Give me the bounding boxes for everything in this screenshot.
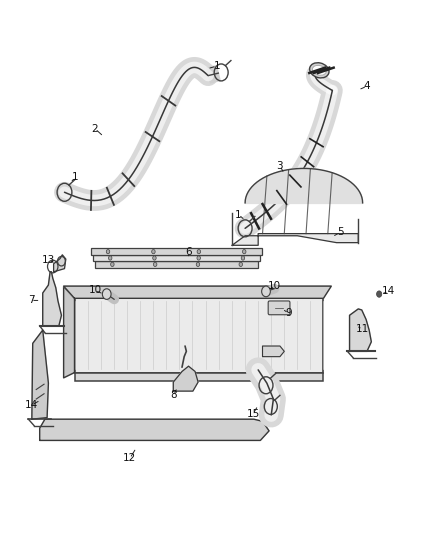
Polygon shape <box>245 168 363 204</box>
Polygon shape <box>64 287 74 378</box>
Text: 1: 1 <box>213 61 220 71</box>
Text: 6: 6 <box>185 247 192 257</box>
Circle shape <box>197 249 201 254</box>
Text: 14: 14 <box>382 286 396 296</box>
Bar <box>93 255 260 261</box>
Text: 15: 15 <box>246 409 260 419</box>
Text: 4: 4 <box>364 81 370 91</box>
Circle shape <box>102 289 111 300</box>
Text: 5: 5 <box>338 227 344 237</box>
Circle shape <box>241 256 245 260</box>
Text: 1: 1 <box>235 209 242 220</box>
Text: 13: 13 <box>42 255 55 265</box>
Text: 3: 3 <box>277 161 283 171</box>
Bar <box>91 248 261 255</box>
Text: 9: 9 <box>285 308 292 318</box>
Bar <box>95 261 258 268</box>
Polygon shape <box>40 419 269 440</box>
Circle shape <box>377 291 382 297</box>
Circle shape <box>111 262 114 266</box>
Polygon shape <box>350 309 371 351</box>
Text: 12: 12 <box>123 454 136 463</box>
Text: 14: 14 <box>25 400 38 410</box>
Polygon shape <box>64 286 331 298</box>
FancyBboxPatch shape <box>268 301 290 315</box>
Text: 2: 2 <box>92 124 98 134</box>
Polygon shape <box>53 255 66 272</box>
Polygon shape <box>262 346 284 357</box>
Ellipse shape <box>312 66 326 75</box>
Polygon shape <box>173 366 198 391</box>
Circle shape <box>197 256 201 260</box>
Bar <box>74 373 323 381</box>
Circle shape <box>239 262 243 266</box>
Text: 10: 10 <box>88 285 102 295</box>
Text: 1: 1 <box>72 172 79 182</box>
Circle shape <box>153 256 156 260</box>
Text: 8: 8 <box>170 390 177 400</box>
Polygon shape <box>232 233 358 245</box>
Text: 7: 7 <box>28 295 34 305</box>
Polygon shape <box>32 330 48 419</box>
Circle shape <box>109 256 112 260</box>
Ellipse shape <box>310 63 329 78</box>
Bar <box>74 298 323 373</box>
Polygon shape <box>43 272 61 326</box>
Circle shape <box>152 249 155 254</box>
Bar <box>74 289 323 298</box>
Text: 10: 10 <box>268 280 281 290</box>
Circle shape <box>196 262 200 266</box>
Circle shape <box>243 249 246 254</box>
Text: 11: 11 <box>356 324 369 334</box>
Circle shape <box>153 262 157 266</box>
Circle shape <box>106 249 110 254</box>
Circle shape <box>261 286 270 297</box>
